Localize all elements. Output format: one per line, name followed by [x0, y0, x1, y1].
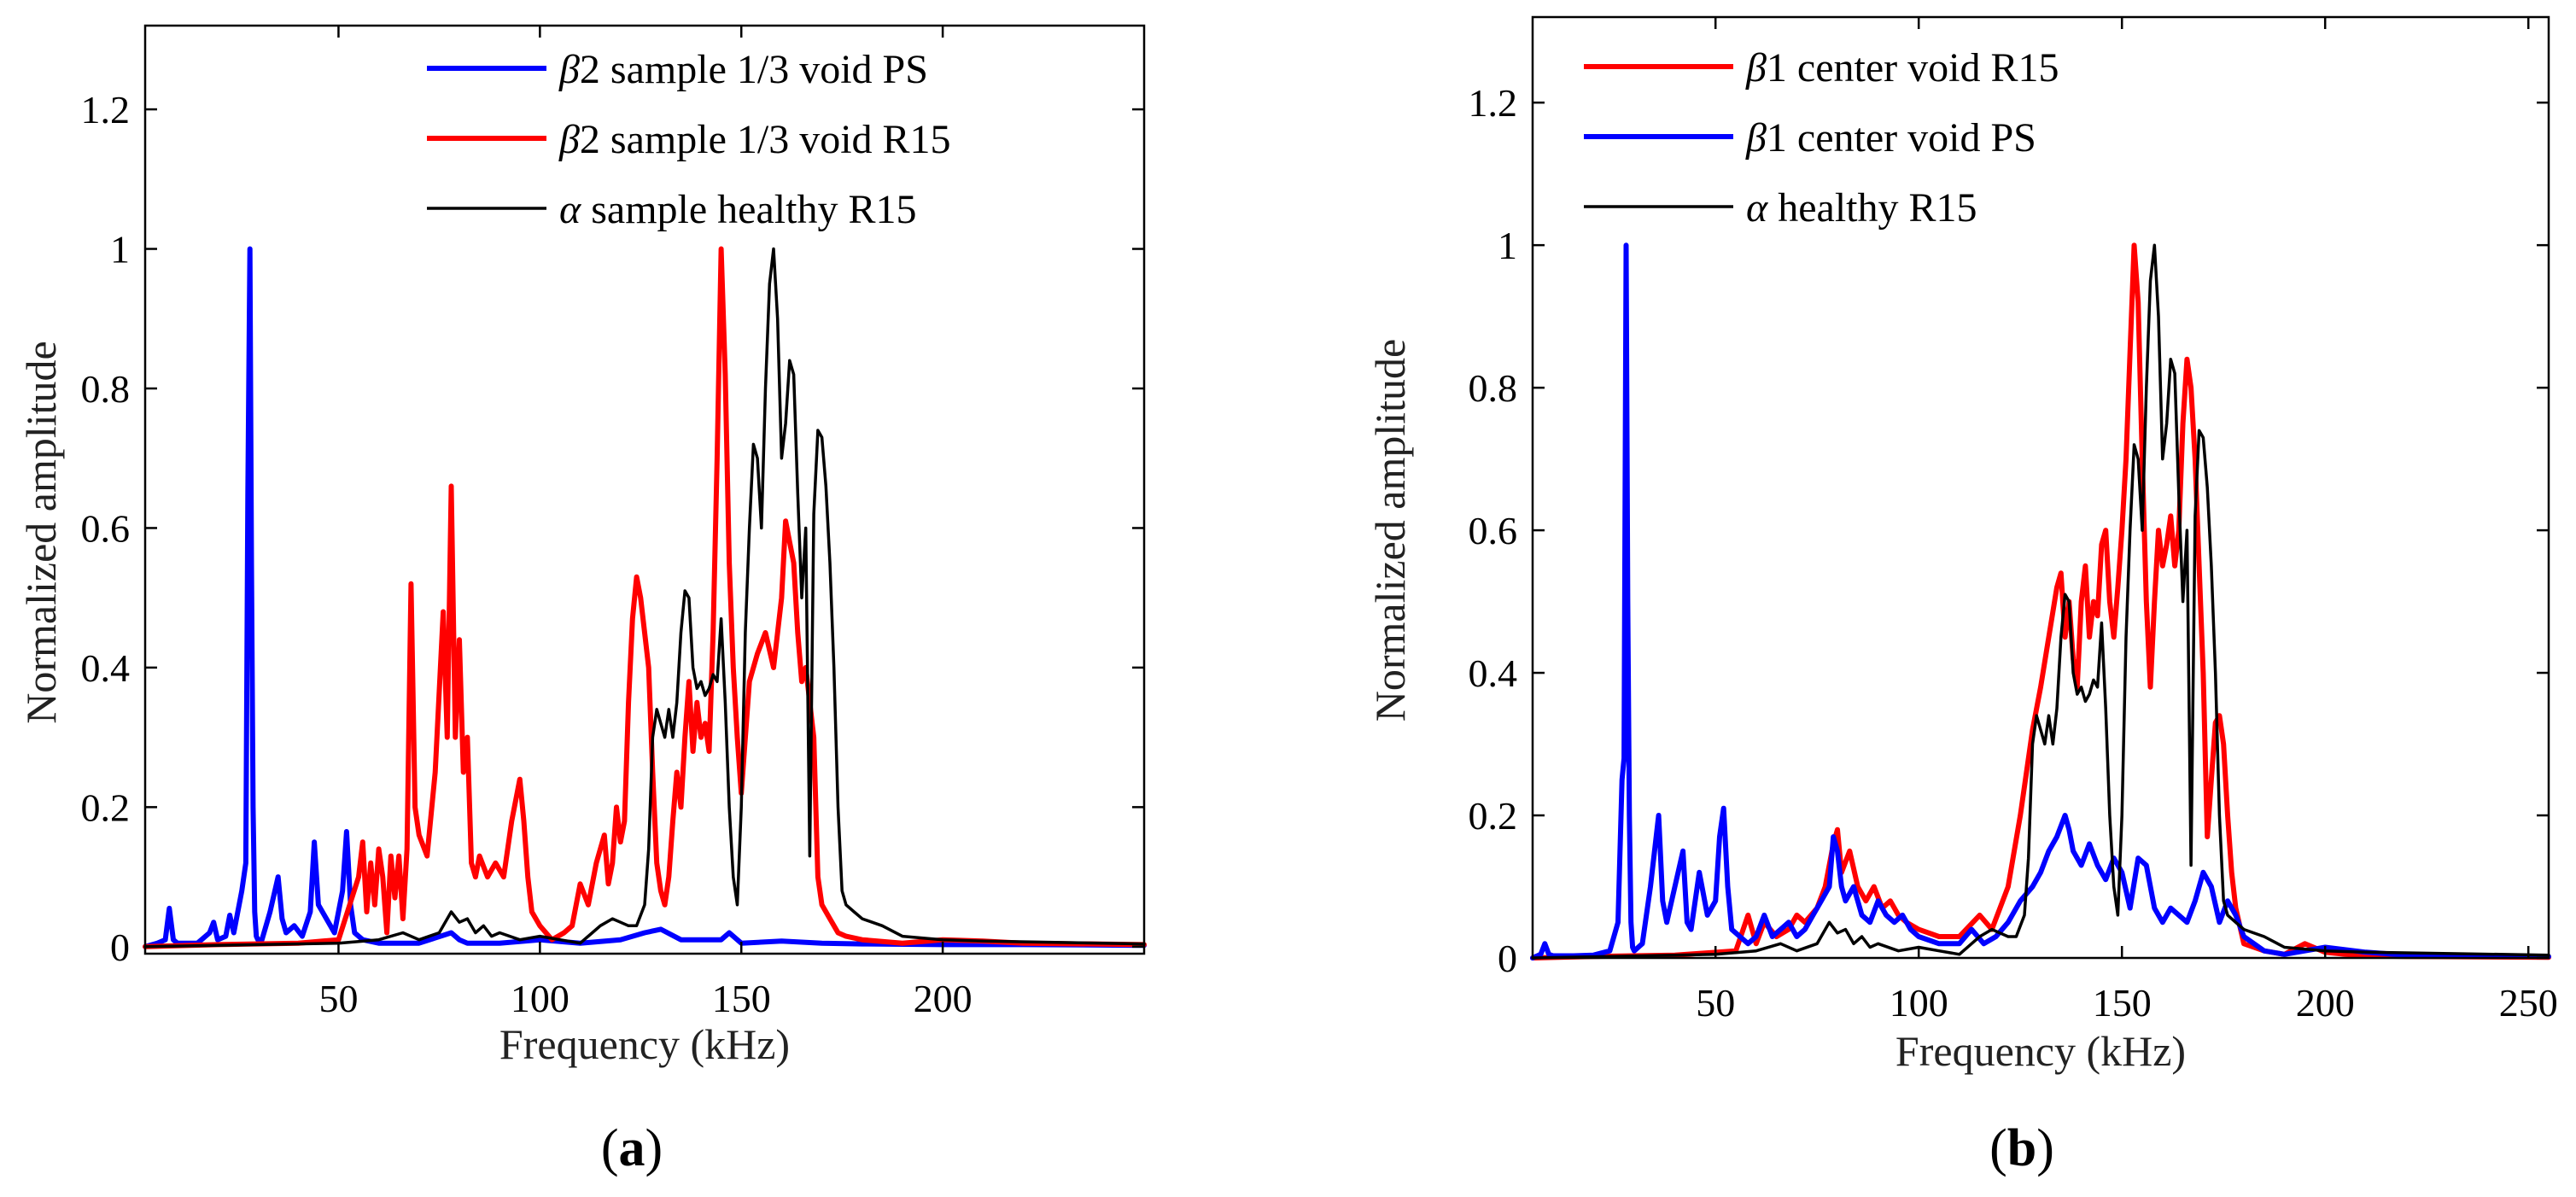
y-tick-label: 0.2: [81, 785, 131, 829]
legend-label: 2 sample 1/3 void R15: [580, 117, 951, 162]
x-tick-label: 100: [1890, 981, 1948, 1025]
panel-paren: (: [1989, 1119, 2007, 1177]
y-tick-label: 1.2: [1469, 81, 1518, 125]
y-axis-label: Normalized amplitude: [1366, 339, 1414, 721]
legend-label: 2 sample 1/3 void PS: [580, 47, 928, 92]
x-axis-label: Frequency (kHz): [1895, 1027, 2186, 1075]
axes-frame: [143, 24, 1146, 955]
legend-entry-1: β2 sample 1/3 void PS: [558, 47, 928, 92]
y-tick-label: 0.6: [81, 506, 131, 550]
y-tick-label: 1: [1498, 224, 1517, 267]
legend-symbol: β: [558, 117, 580, 162]
y-tick-label: 0: [110, 925, 130, 969]
series-line-3: [1531, 243, 2550, 960]
legend-symbol: β: [558, 47, 580, 92]
legend-label: healthy R15: [1767, 185, 1977, 231]
legend-label: 1 center void R15: [1767, 45, 2059, 91]
panel-label: (b): [1989, 1119, 2054, 1177]
x-tick-label: 250: [2499, 981, 2558, 1025]
y-axis-label: Normalized amplitude: [17, 341, 65, 723]
y-tick-label: 0: [1498, 937, 1517, 980]
y-tick-label: 0.2: [1469, 794, 1518, 838]
legend-entry-1: β1 center void R15: [1745, 45, 2059, 91]
x-tick-label: 50: [318, 977, 358, 1020]
panel-paren: ): [2036, 1119, 2054, 1177]
panel-a-chart: 50 100 150 200 0 0.2 0.4 0.6 0.8 1 1.2 Frequency (k…: [17, 24, 1147, 1177]
y-tick-label: 0.6: [1469, 509, 1518, 552]
series-line-1: [143, 246, 1147, 949]
series-line-3: [143, 247, 1146, 949]
x-tick-label: 50: [1696, 981, 1735, 1025]
series-line-2: [1530, 242, 2551, 961]
x-tick-label: 150: [2093, 981, 2152, 1025]
x-tick-label: 100: [511, 977, 570, 1020]
legend-symbol: β: [1745, 115, 1767, 161]
panel-letter: a: [619, 1119, 645, 1177]
y-tick-label: 0.8: [1469, 366, 1518, 410]
panel-b-chart: 50 100 150 200 250 0 0.2 0.4 0.6 0.8 1 1.2 Frequency…: [1366, 15, 2558, 1177]
legend-label: sample healthy R15: [581, 187, 916, 232]
panel-paren: (: [601, 1119, 619, 1177]
panel-label: (a): [601, 1119, 663, 1177]
legend-symbol: α: [1746, 185, 1768, 231]
legend-entry-3: α healthy R15: [1746, 185, 1977, 231]
panel-paren: ): [645, 1119, 663, 1177]
axes-frame: [1531, 15, 2550, 960]
x-tick-label: 150: [712, 977, 771, 1020]
legend-entry-2: β1 center void PS: [1745, 115, 2036, 161]
panel-letter: b: [2007, 1119, 2036, 1177]
series-line-2: [143, 246, 1147, 949]
x-axis-label: Frequency (kHz): [499, 1020, 790, 1068]
y-tick-label: 0.4: [1469, 651, 1518, 695]
legend-symbol: α: [559, 187, 581, 232]
legend-entry-2: β2 sample 1/3 void R15: [558, 117, 951, 162]
x-tick-label: 200: [914, 977, 973, 1020]
legend-symbol: β: [1745, 45, 1767, 91]
y-tick-label: 1: [110, 228, 130, 272]
y-tick-label: 0.4: [81, 646, 131, 690]
y-tick-label: 1.2: [81, 88, 131, 131]
x-tick-label: 200: [2296, 981, 2355, 1025]
legend-entry-3: α sample healthy R15: [559, 187, 916, 232]
y-tick-label: 0.8: [81, 367, 131, 411]
legend-label: 1 center void PS: [1767, 115, 2036, 161]
